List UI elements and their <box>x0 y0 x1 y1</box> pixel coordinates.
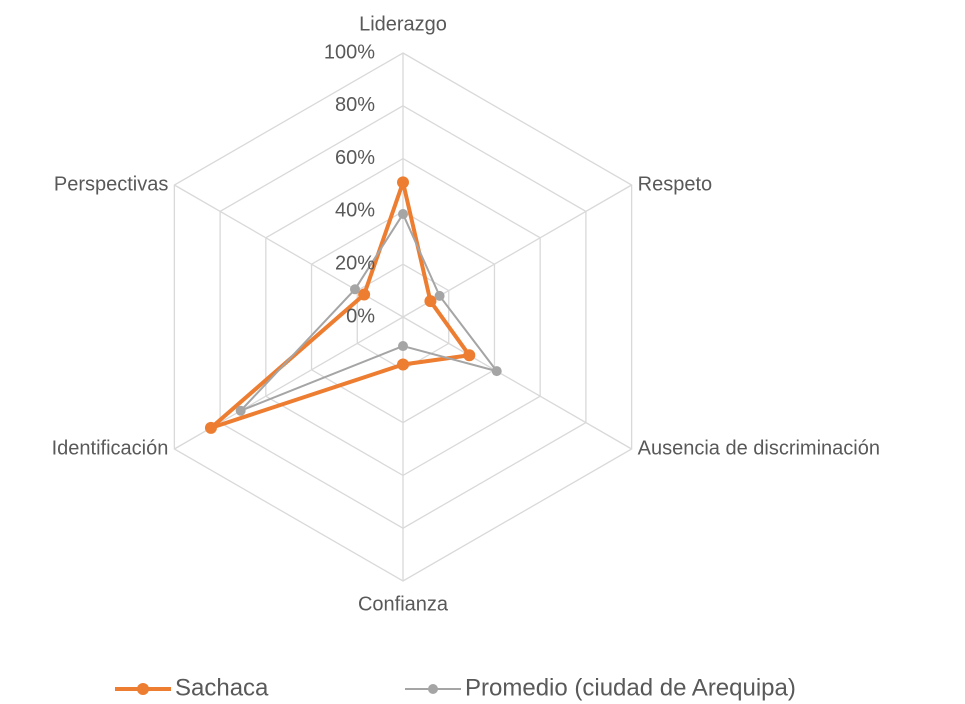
r-tick-label: 100% <box>324 41 375 63</box>
series-marker <box>397 358 409 371</box>
r-tick-label: 60% <box>335 147 375 169</box>
legend-label: Promedio (ciudad de Arequipa) <box>465 674 796 701</box>
series-marker <box>358 288 371 301</box>
category-label: Identificación <box>52 437 169 459</box>
series-marker <box>204 421 217 434</box>
category-label: Perspectivas <box>54 173 169 195</box>
r-tick-label: 80% <box>335 94 375 116</box>
series-marker <box>349 284 360 295</box>
r-tick-label: 40% <box>335 200 375 222</box>
legend-marker <box>137 683 149 695</box>
series-marker <box>398 209 408 220</box>
category-label: Confianza <box>358 593 449 615</box>
legend-marker <box>428 684 438 694</box>
category-label: Respeto <box>638 173 713 195</box>
series-marker <box>235 405 246 416</box>
legend-label: Sachaca <box>175 674 269 701</box>
series-marker <box>424 295 437 308</box>
axis-spoke <box>402 316 632 450</box>
r-tick-label: 0% <box>346 305 375 327</box>
category-label: Liderazgo <box>359 13 447 35</box>
series-marker <box>491 366 502 377</box>
series-marker <box>397 176 409 189</box>
series-marker <box>434 290 445 301</box>
r-tick-label: 20% <box>335 252 375 274</box>
category-label: Ausencia de discriminación <box>638 437 880 459</box>
series-marker <box>463 349 476 362</box>
series-marker <box>398 341 408 352</box>
